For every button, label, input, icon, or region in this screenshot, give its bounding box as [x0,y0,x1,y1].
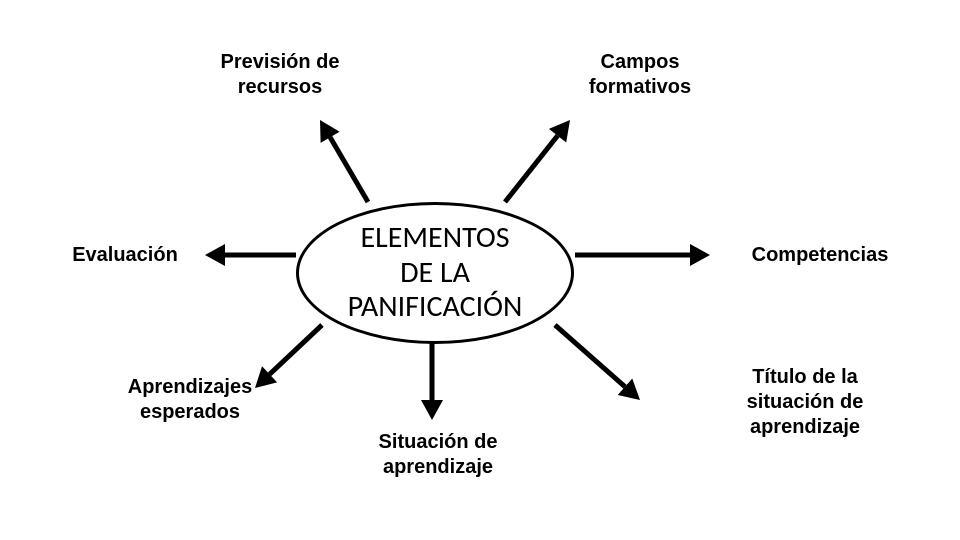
label-competencias: Competencias [720,243,920,268]
arrow-shaft-to-aprendizajes [270,325,322,374]
label-aprendizajes: Aprendizajes esperados [90,375,290,425]
label-prevision: Previsión de recursos [170,50,390,100]
center-node: ELEMENTOS DE LA PANIFICACIÓN [296,202,574,344]
arrow-shaft-to-prevision [330,137,368,202]
label-campos: Campos formativos [530,50,750,100]
arrow-shaft-to-titulo [555,325,625,387]
arrow-shaft-to-campos [505,136,558,202]
diagram-stage: ELEMENTOS DE LA PANIFICACIÓN Previsión d… [0,0,960,540]
center-text: ELEMENTOS DE LA PANIFICACIÓN [348,221,523,325]
label-evaluacion: Evaluación [40,243,210,268]
arrow-head-to-competencias [690,244,710,266]
arrow-head-to-situacion [421,400,443,420]
label-titulo: Título de la situación de aprendizaje [705,365,905,440]
label-situacion: Situación de aprendizaje [328,430,548,480]
